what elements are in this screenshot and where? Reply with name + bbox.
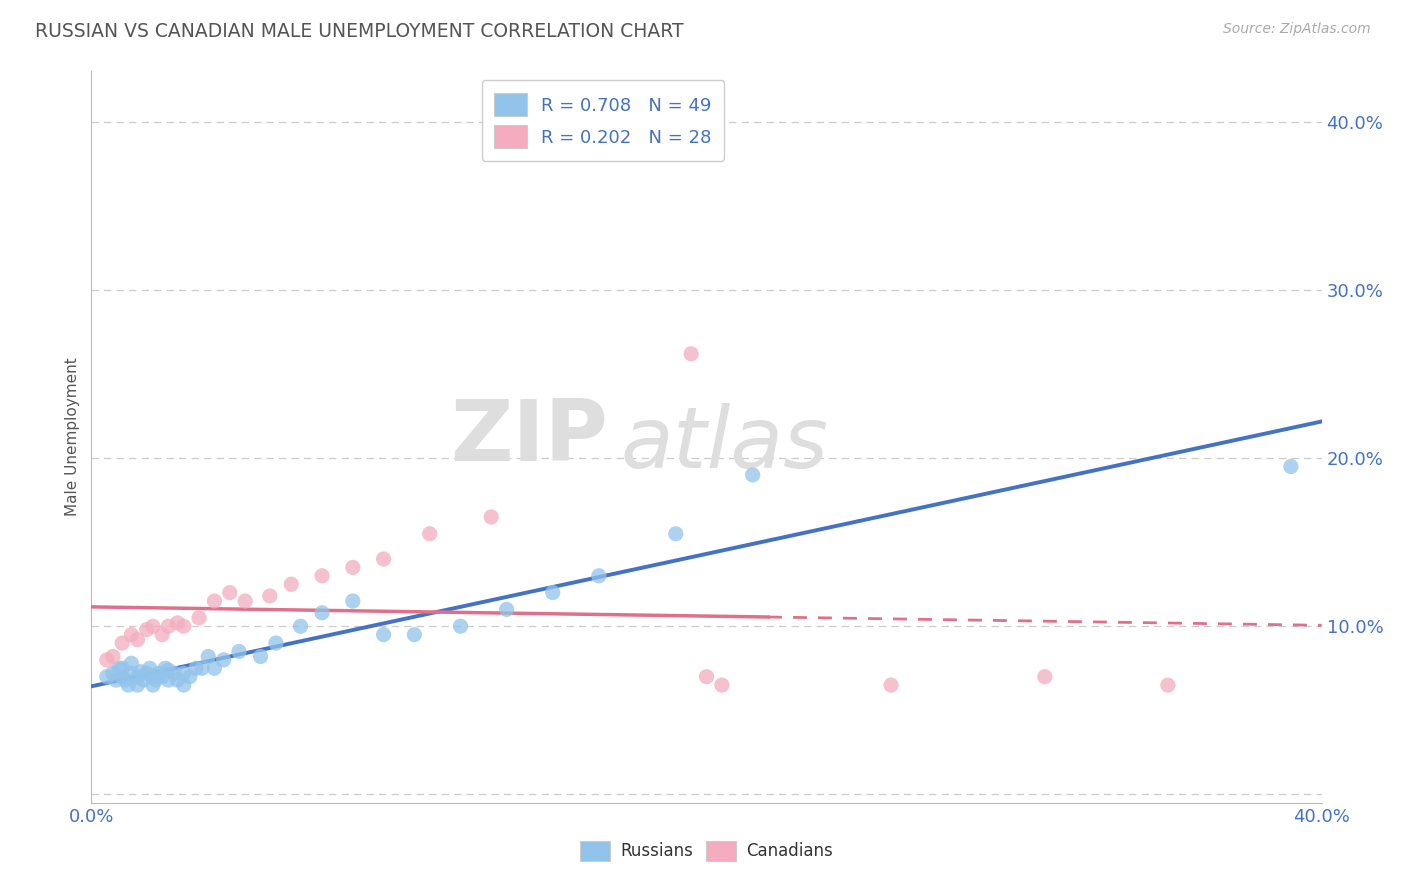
Point <box>218 585 240 599</box>
Point <box>129 665 152 679</box>
Point <box>449 619 471 633</box>
Point <box>259 589 281 603</box>
Point <box>588 569 610 583</box>
Point <box>342 560 364 574</box>
Point <box>373 627 395 641</box>
Point <box>150 670 173 684</box>
Point <box>173 678 195 692</box>
Point <box>120 627 142 641</box>
Point <box>1157 678 1180 692</box>
Point <box>179 670 201 684</box>
Point <box>495 602 517 616</box>
Point <box>120 666 142 681</box>
Point <box>117 678 139 692</box>
Point <box>212 653 235 667</box>
Point <box>166 673 188 687</box>
Point <box>880 678 903 692</box>
Point <box>163 666 186 681</box>
Point <box>127 632 149 647</box>
Point <box>135 666 157 681</box>
Point <box>681 347 703 361</box>
Point <box>373 552 395 566</box>
Point <box>710 678 733 692</box>
Point <box>145 673 167 687</box>
Y-axis label: Male Unemployment: Male Unemployment <box>65 358 80 516</box>
Point <box>157 663 180 677</box>
Point <box>1279 459 1302 474</box>
Point <box>127 678 149 692</box>
Point <box>311 606 333 620</box>
Point <box>166 615 188 630</box>
Point <box>197 649 219 664</box>
Point <box>114 673 136 687</box>
Point <box>280 577 302 591</box>
Point <box>127 670 149 684</box>
Point <box>696 670 718 684</box>
Point <box>342 594 364 608</box>
Point <box>249 649 271 664</box>
Text: RUSSIAN VS CANADIAN MALE UNEMPLOYMENT CORRELATION CHART: RUSSIAN VS CANADIAN MALE UNEMPLOYMENT CO… <box>35 22 683 41</box>
Point <box>741 467 763 482</box>
Point <box>108 661 131 675</box>
Point <box>404 627 426 641</box>
Point <box>479 510 502 524</box>
Point <box>541 585 564 599</box>
Point <box>233 594 256 608</box>
Point <box>111 661 134 675</box>
Point <box>142 678 165 692</box>
Point <box>135 623 157 637</box>
Point <box>290 619 312 633</box>
Point <box>96 670 118 684</box>
Point <box>191 661 214 675</box>
Point <box>105 673 127 687</box>
Point <box>148 666 170 681</box>
Point <box>202 594 225 608</box>
Point <box>173 619 195 633</box>
Point <box>111 636 134 650</box>
Point <box>184 661 207 675</box>
Point <box>101 649 124 664</box>
Point <box>120 657 142 671</box>
Point <box>188 611 211 625</box>
Legend: Russians, Canadians: Russians, Canadians <box>574 834 839 868</box>
Point <box>132 673 155 687</box>
Point <box>228 644 250 658</box>
Point <box>157 673 180 687</box>
Point <box>101 666 124 681</box>
Point <box>264 636 287 650</box>
Point <box>202 661 225 675</box>
Point <box>150 627 173 641</box>
Point <box>142 670 165 684</box>
Point <box>153 661 177 675</box>
Point <box>419 526 441 541</box>
Text: atlas: atlas <box>620 403 828 486</box>
Point <box>96 653 118 667</box>
Point <box>1033 670 1056 684</box>
Text: Source: ZipAtlas.com: Source: ZipAtlas.com <box>1223 22 1371 37</box>
Point <box>157 619 180 633</box>
Point <box>142 619 165 633</box>
Point <box>111 670 134 684</box>
Text: ZIP: ZIP <box>450 395 607 479</box>
Point <box>139 661 162 675</box>
Point <box>665 526 688 541</box>
Point <box>311 569 333 583</box>
Point <box>173 666 195 681</box>
